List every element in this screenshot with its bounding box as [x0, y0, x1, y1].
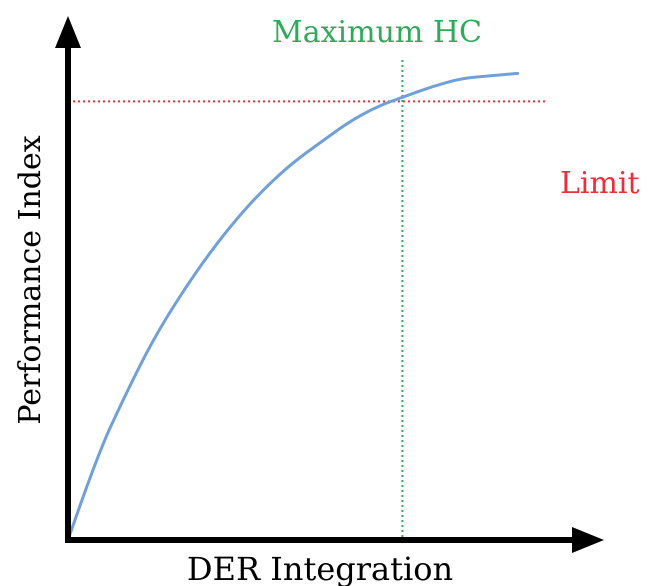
maximum-hc-label: Maximum HC [272, 15, 482, 50]
y-axis-label: Performance Index [13, 135, 48, 424]
x-axis-arrow [572, 527, 604, 553]
performance-curve [66, 71, 520, 542]
limit-label: Limit [560, 166, 640, 201]
plot-area [55, 16, 604, 553]
x-axis-label: DER Integration [187, 550, 453, 586]
y-axis-arrow [55, 16, 81, 48]
